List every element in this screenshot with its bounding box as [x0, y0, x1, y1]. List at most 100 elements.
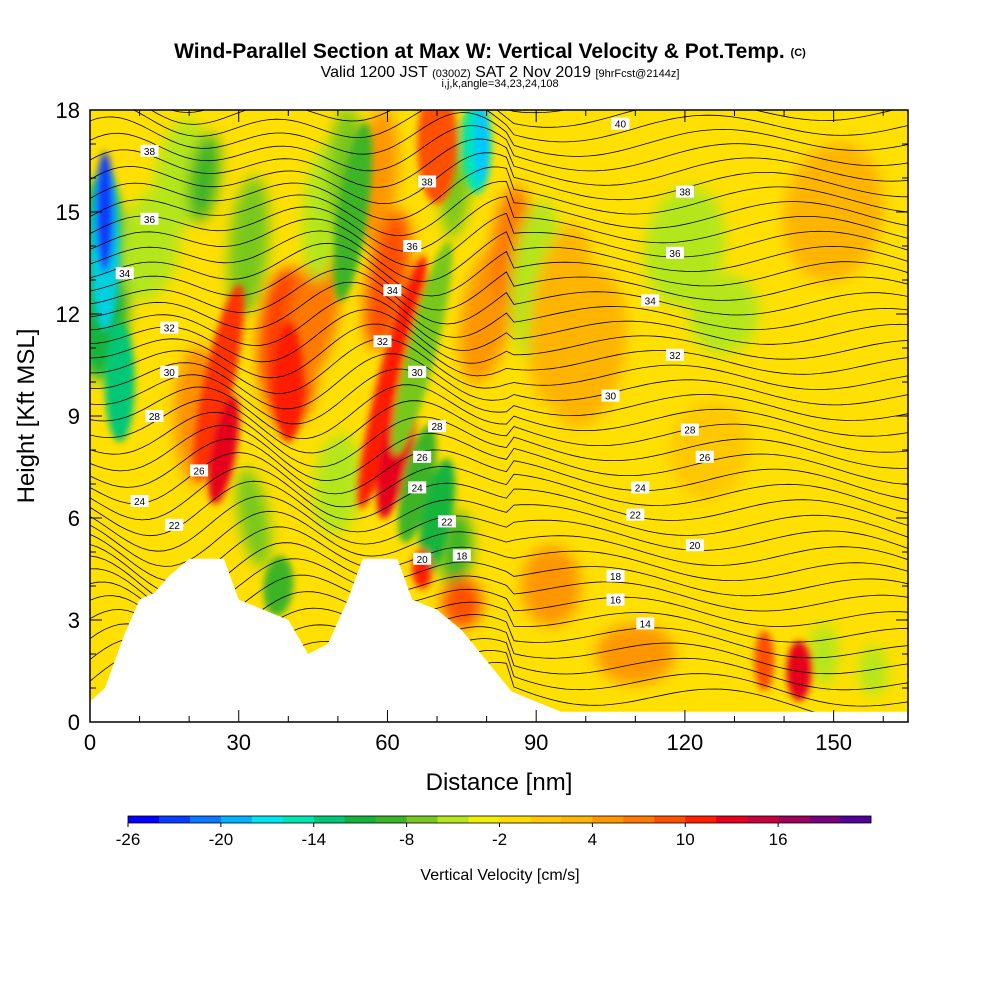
isentrope	[90, 480, 908, 538]
contour-label: 26	[190, 464, 209, 477]
isentrope	[90, 242, 908, 297]
contour-label-text: 34	[119, 269, 131, 280]
contour-label: 28	[145, 410, 164, 423]
colorbar-swatch	[561, 816, 593, 823]
contour-label-text: 32	[669, 351, 681, 362]
contour-label-text: 32	[164, 324, 176, 335]
contour-label-text: 34	[645, 296, 657, 307]
colorbar-swatch	[282, 816, 315, 823]
colorbar-swatch	[654, 816, 686, 823]
contour-label-text: 32	[377, 337, 389, 348]
contour-label-text: 20	[417, 555, 429, 566]
contour-label-box	[626, 508, 645, 521]
contour-label: 22	[437, 515, 456, 528]
contour-label: 20	[413, 552, 432, 566]
isentrope	[90, 138, 908, 188]
colorbar-swatch	[313, 816, 346, 823]
colorbar-swatch	[623, 816, 655, 823]
contour-label-text: 24	[412, 483, 424, 494]
contour-label: 30	[408, 365, 427, 379]
contour-label-text: 38	[679, 188, 691, 199]
y-tick-label: 3	[68, 608, 80, 633]
contour-label-box	[606, 593, 625, 606]
contour-label-text: 28	[149, 412, 161, 423]
contour-label-box	[418, 175, 437, 188]
contour-label-text: 30	[412, 368, 424, 379]
contour-label-box	[437, 515, 456, 528]
contour-label-text: 30	[164, 368, 176, 379]
contour-label-text: 36	[669, 249, 681, 260]
x-tick-label: 0	[84, 730, 96, 755]
colorbar-swatch	[468, 816, 500, 823]
isentrope	[90, 281, 908, 338]
contour-label-box	[452, 549, 471, 562]
x-tick-label: 60	[375, 730, 399, 755]
contour-label-box	[680, 423, 699, 436]
y-axis-label: Height [Kft MSL]	[13, 329, 40, 504]
contour-label: 24	[408, 481, 427, 494]
colorbar-label: 4	[588, 830, 597, 849]
contour-label-text: 28	[431, 422, 443, 433]
colorbar: -26 -20 -14 -8 -2 4 10 16	[116, 815, 872, 849]
contour-label-box	[413, 450, 432, 463]
contour-label-text: 18	[456, 551, 468, 562]
isentrope	[90, 195, 908, 252]
contour-label-box	[403, 240, 422, 252]
isentrope	[90, 384, 908, 440]
contour-label-box	[160, 365, 179, 378]
colorbar-swatch	[158, 816, 191, 823]
contour-label-box	[130, 495, 149, 507]
colorbar-swatch	[220, 816, 253, 823]
contour-label-text: 16	[610, 596, 622, 607]
contour-label-box	[115, 267, 134, 280]
isentrope	[90, 112, 908, 157]
isentrope	[90, 166, 908, 221]
contour-label-text: 38	[422, 177, 434, 188]
isentrope	[90, 323, 908, 379]
isentrope	[150, 110, 895, 128]
isentrope	[90, 438, 908, 500]
contour-label-box	[665, 348, 684, 361]
contour-label-box	[190, 464, 209, 477]
contour-label-text: 14	[640, 619, 652, 630]
contour-label-box	[165, 518, 184, 531]
contour-label-text: 20	[689, 541, 701, 552]
colorbar-swatch	[499, 816, 531, 823]
contour-label-text: 34	[387, 286, 399, 297]
contour-label: 36	[403, 240, 422, 253]
colorbar-swatch	[128, 816, 160, 823]
isentrope	[90, 399, 908, 454]
isentrope	[90, 255, 908, 311]
isentrope	[90, 180, 908, 237]
colorbar-swatch	[375, 816, 407, 823]
contour-label: 40	[611, 117, 630, 131]
isentrope	[90, 212, 908, 267]
contour-label-text: 26	[699, 453, 711, 464]
contour-label-box	[145, 410, 164, 422]
contour-labels: 40 38 38 38 36 36 36 34 34 34 32 32 32 30 30 30 28 28 28 26…	[115, 117, 714, 630]
chart-grid-indices: i,j,k,angle=34,23,24,108	[441, 78, 558, 90]
chart-title: Wind-Parallel Section at Max W: Vertical…	[174, 40, 806, 63]
contour-label: 24	[631, 481, 650, 494]
colorbar-label: -14	[301, 830, 326, 849]
contour-label: 26	[695, 450, 714, 464]
contour-label: 28	[428, 420, 447, 433]
contour-label: 22	[165, 518, 184, 532]
contour-label: 30	[601, 389, 620, 403]
chart-valid-time: Valid 1200 JST (0300Z) SAT 2 Nov 2019 [9…	[321, 64, 680, 81]
contour-label: 18	[452, 549, 471, 562]
contour-label: 14	[636, 617, 655, 630]
isentrope	[90, 368, 908, 425]
contour-label-box	[641, 294, 660, 307]
colorbar-swatch	[778, 816, 810, 823]
colorbar-swatch	[809, 816, 841, 823]
colorbar-swatch	[716, 816, 748, 823]
colorbar-label: -2	[492, 830, 507, 849]
isentrope	[90, 411, 908, 469]
contour-label-box	[675, 185, 694, 198]
isentrope	[90, 152, 908, 204]
x-tick-label: 150	[815, 730, 852, 755]
contour-label-text: 18	[610, 572, 622, 583]
x-axis-label: Distance [nm]	[426, 769, 573, 796]
colorbar-swatch	[406, 816, 438, 823]
